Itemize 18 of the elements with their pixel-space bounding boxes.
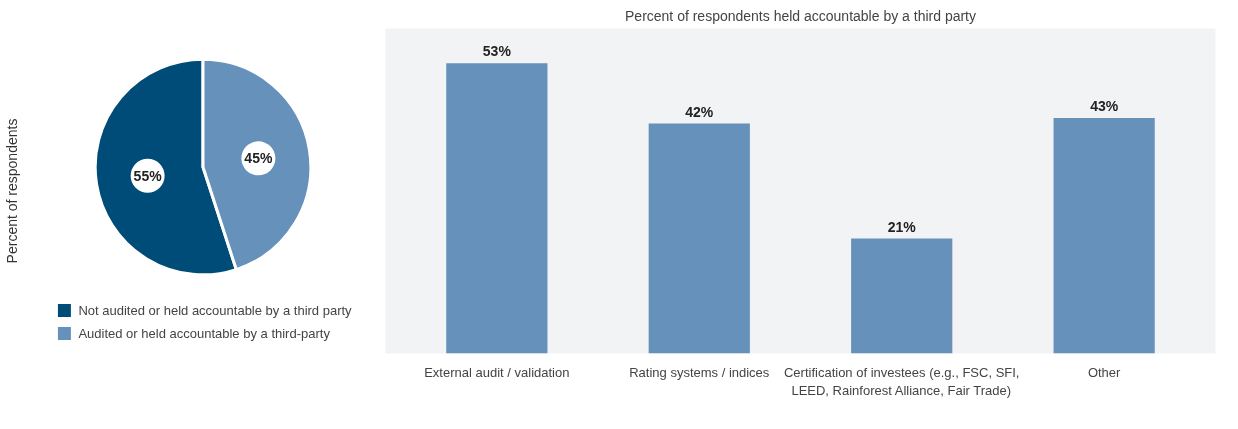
legend-label: Not audited or held accountable by a third party [78, 302, 352, 318]
x-tick-label: Rating systems / indices [629, 364, 770, 380]
data-label: 45% [244, 150, 273, 167]
data-label: 55% [133, 167, 163, 184]
chart-title: Percent of respondents held accountable by a third party [625, 7, 976, 24]
x-tick-label: Certification of investees (e.g., FSC, SFI, LEED, Rainforest Alliance, Fair Trade) [783, 364, 1020, 398]
legend-label: Audited or held accountable by a third-party [78, 325, 330, 341]
data-label: 43% [1090, 98, 1119, 115]
bar [648, 123, 750, 354]
x-tick-label: External audit / validation [424, 364, 570, 380]
data-label: 53% [482, 43, 512, 60]
data-label: 42% [685, 103, 714, 120]
bar [851, 238, 953, 354]
bar [1053, 118, 1155, 354]
bar [446, 63, 548, 354]
data-label: 21% [887, 218, 917, 235]
text: Percent of respondents [3, 118, 20, 264]
x-tick-label: Other [1087, 364, 1122, 380]
